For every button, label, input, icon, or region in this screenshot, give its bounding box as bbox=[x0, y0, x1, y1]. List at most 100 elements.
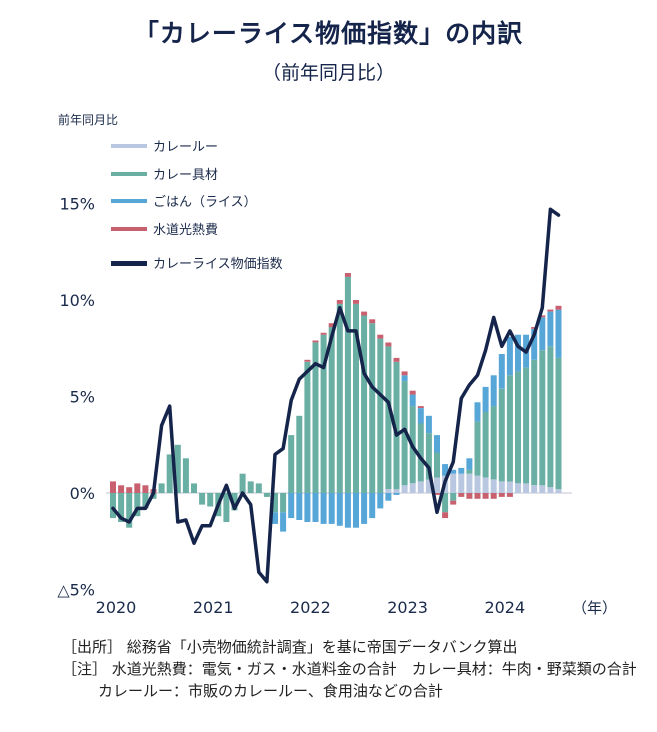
bar-segment-rice bbox=[409, 394, 416, 407]
bar-segment-roux bbox=[466, 473, 473, 493]
bar-segment-roux bbox=[458, 473, 465, 493]
bar-segment-roux bbox=[547, 487, 554, 493]
bar-segment-ingredients bbox=[134, 493, 141, 517]
bar-segment-utilities bbox=[126, 487, 133, 493]
bar-segment-utilities bbox=[498, 493, 505, 497]
bar-segment-rice bbox=[344, 493, 351, 528]
bar-segment-utilities bbox=[377, 334, 384, 339]
bar-segment-ingredients bbox=[288, 435, 295, 493]
bar-segment-ingredients bbox=[304, 361, 311, 493]
bar-segment-ingredients bbox=[385, 346, 392, 490]
bar-segment-ingredients bbox=[320, 334, 327, 493]
bar-segment-utilities bbox=[506, 493, 513, 497]
bar-segment-utilities bbox=[555, 305, 562, 310]
legend-swatch-utilities bbox=[111, 227, 147, 231]
legend-swatch-index bbox=[111, 261, 147, 266]
bar-segment-roux bbox=[539, 485, 546, 493]
bar-segment-ingredients bbox=[555, 357, 562, 490]
bar-segment-utilities bbox=[320, 332, 327, 335]
bar-segment-utilities bbox=[409, 390, 416, 395]
bar-segment-ingredients bbox=[174, 444, 181, 494]
bar-segment-roux bbox=[506, 481, 513, 493]
bar-segment-ingredients bbox=[296, 415, 303, 493]
y-tick-label: 0% bbox=[70, 484, 95, 503]
bar-segment-ingredients bbox=[490, 406, 497, 480]
bar-segment-utilities bbox=[531, 327, 538, 329]
bar-segment-rice bbox=[280, 512, 287, 532]
bar-segment-utilities bbox=[474, 493, 481, 499]
bar-segment-rice bbox=[434, 435, 440, 453]
legend-label-ingredients: カレー具材 bbox=[153, 168, 218, 183]
bar-segment-ingredients bbox=[450, 493, 457, 501]
legend-label-roux: カレールー bbox=[153, 140, 218, 155]
bar-segment-ingredients bbox=[506, 375, 513, 482]
bar-segment-ingredients bbox=[523, 367, 530, 484]
bar-segment-rice bbox=[555, 309, 562, 358]
bar-segment-rice bbox=[515, 334, 521, 372]
bar-segment-utilities bbox=[344, 273, 351, 277]
bar-segment-utilities bbox=[110, 481, 116, 493]
bar-segment-roux bbox=[409, 483, 416, 493]
footnote-2: カレールー：市販のカレールー、食用油などの合計 bbox=[98, 682, 443, 700]
y-tick-label: △5% bbox=[57, 581, 95, 600]
bar-segment-roux bbox=[385, 489, 392, 493]
chart-title: 「カレーライス物価指数」の内訳 bbox=[133, 19, 524, 48]
bar-segment-utilities bbox=[547, 309, 554, 312]
bar-segment-utilities bbox=[401, 371, 408, 376]
x-tick-label: 2020 bbox=[96, 598, 137, 617]
bar-segment-rice bbox=[377, 493, 384, 509]
bar-segment-rice bbox=[328, 493, 335, 524]
bar-segment-rice bbox=[531, 328, 538, 360]
bar-segment-utilities bbox=[328, 323, 335, 328]
x-tick-label: 2022 bbox=[290, 598, 331, 617]
bar-segment-ingredients bbox=[393, 361, 400, 490]
bar-segment-utilities bbox=[539, 315, 546, 318]
bar-segment-utilities bbox=[434, 493, 440, 495]
bar-segment-ingredients bbox=[118, 493, 125, 522]
bar-segment-ingredients bbox=[247, 481, 254, 493]
bar-segment-roux bbox=[401, 485, 408, 493]
bar-segment-utilities bbox=[134, 483, 141, 493]
bar-segment-rice bbox=[353, 493, 359, 528]
bar-segment-ingredients bbox=[199, 493, 206, 505]
bar-segment-rice bbox=[312, 493, 319, 522]
bar-segment-ingredients bbox=[207, 493, 214, 507]
bar-segment-rice bbox=[296, 493, 303, 520]
bar-segment-ingredients bbox=[353, 303, 359, 493]
bar-segment-rice bbox=[458, 467, 465, 474]
source-note: ［出所］ 総務省「小売物価統計調査」を基に帝国データバンク算出 bbox=[62, 638, 518, 656]
bar-segment-utilities bbox=[490, 493, 497, 499]
bar-segment-rice bbox=[482, 386, 489, 412]
bar-segment-utilities bbox=[353, 300, 359, 304]
bar-segment-rice bbox=[425, 415, 432, 434]
bar-segment-ingredients bbox=[110, 493, 116, 519]
legend-swatch-ingredients bbox=[111, 172, 147, 176]
bar-segment-rice bbox=[385, 493, 392, 501]
bar-segment-ingredients bbox=[231, 493, 238, 511]
bar-segment-rice bbox=[401, 375, 408, 382]
bar-segment-rice bbox=[466, 458, 473, 470]
y-tick-label: 5% bbox=[70, 388, 95, 407]
bar-segment-ingredients bbox=[255, 483, 262, 493]
bar-segment-roux bbox=[555, 489, 562, 493]
bar-segment-rice bbox=[474, 402, 481, 422]
bar-segment-roux bbox=[474, 475, 481, 493]
x-tick-label: 2024 bbox=[484, 598, 525, 617]
y-tick-label: 15% bbox=[59, 195, 95, 214]
bar-segment-ingredients bbox=[369, 323, 376, 493]
index-line bbox=[111, 207, 561, 584]
bar-segment-ingredients bbox=[280, 493, 287, 513]
bar-segment-ingredients bbox=[336, 303, 343, 493]
bar-segment-rice bbox=[442, 464, 449, 476]
bar-segment-ingredients bbox=[377, 338, 384, 493]
bar-segment-utilities bbox=[312, 340, 319, 343]
bar-segment-roux bbox=[450, 473, 457, 493]
bar-segment-ingredients bbox=[539, 350, 546, 486]
y-axis-label: 前年同月比 bbox=[58, 112, 118, 127]
legend-swatch-rice bbox=[111, 199, 147, 203]
bar-segment-ingredients bbox=[361, 315, 368, 493]
x-tick-label: 2023 bbox=[387, 598, 428, 617]
bar-segment-utilities bbox=[142, 485, 149, 493]
bar-segment-rice bbox=[369, 493, 376, 519]
bar-segment-utilities bbox=[118, 485, 125, 493]
